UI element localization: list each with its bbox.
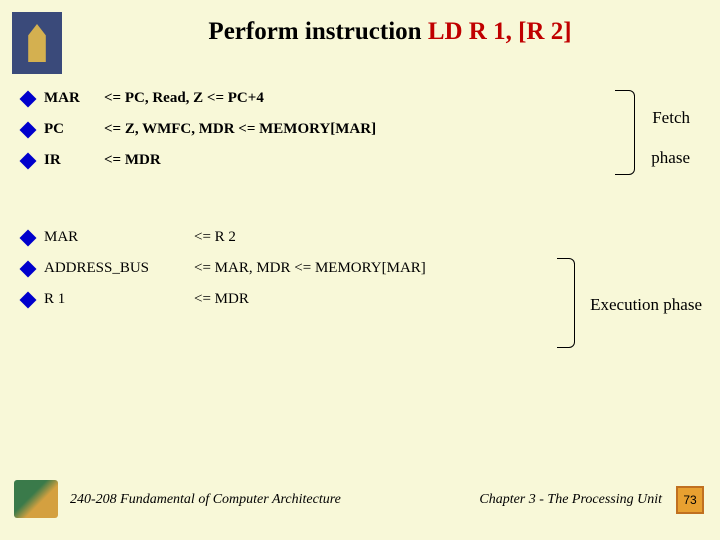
micro-op: <= MDR — [194, 291, 582, 308]
diamond-bullet-icon — [20, 122, 37, 139]
footer-chapter: Chapter 3 - The Processing Unit — [479, 492, 662, 508]
diamond-bullet-icon — [20, 292, 37, 309]
micro-op: <= MDR — [104, 152, 582, 169]
title-instruction: LD R 1, [R 2] — [428, 18, 572, 45]
footer-course: 240-208 Fundamental of Computer Architec… — [70, 492, 341, 508]
reg-name: R 1 — [44, 291, 194, 308]
diamond-bullet-icon — [20, 91, 37, 108]
fetch-label: Fetch — [652, 108, 690, 128]
fetch-section: MAR <= PC, Read, Z <= PC+4 PC <= Z, WMFC… — [22, 90, 582, 169]
content-area: MAR <= PC, Read, Z <= PC+4 PC <= Z, WMFC… — [22, 90, 582, 322]
exec-brace — [557, 258, 575, 348]
course-logo-icon — [14, 480, 58, 518]
reg-name: ADDRESS_BUS — [44, 260, 194, 277]
fetch-row: IR <= MDR — [22, 152, 582, 169]
fetch-row: PC <= Z, WMFC, MDR <= MEMORY[MAR] — [22, 121, 582, 138]
micro-op: <= MAR, MDR <= MEMORY[MAR] — [194, 260, 582, 277]
fetch-row: MAR <= PC, Read, Z <= PC+4 — [22, 90, 582, 107]
fetch-brace — [615, 90, 635, 175]
university-crest-icon — [12, 12, 62, 74]
phase-label: phase — [651, 148, 690, 168]
exec-row: ADDRESS_BUS <= MAR, MDR <= MEMORY[MAR] — [22, 260, 582, 277]
slide-title: Perform instruction LD R 1, [R 2] — [0, 0, 720, 46]
diamond-bullet-icon — [20, 153, 37, 170]
micro-op: <= PC, Read, Z <= PC+4 — [104, 90, 582, 107]
exec-label: Execution phase — [590, 295, 702, 315]
micro-op: <= R 2 — [194, 229, 582, 246]
page-number: 73 — [683, 493, 696, 507]
exec-row: MAR <= R 2 — [22, 229, 582, 246]
reg-name: MAR — [44, 90, 104, 107]
reg-name: IR — [44, 152, 104, 169]
reg-name: PC — [44, 121, 104, 138]
exec-section: MAR <= R 2 ADDRESS_BUS <= MAR, MDR <= ME… — [22, 229, 582, 308]
exec-row: R 1 <= MDR — [22, 291, 582, 308]
title-black: Perform instruction — [208, 18, 427, 45]
page-number-badge: 73 — [676, 486, 704, 514]
micro-op: <= Z, WMFC, MDR <= MEMORY[MAR] — [104, 121, 582, 138]
diamond-bullet-icon — [20, 261, 37, 278]
diamond-bullet-icon — [20, 230, 37, 247]
reg-name: MAR — [44, 229, 194, 246]
